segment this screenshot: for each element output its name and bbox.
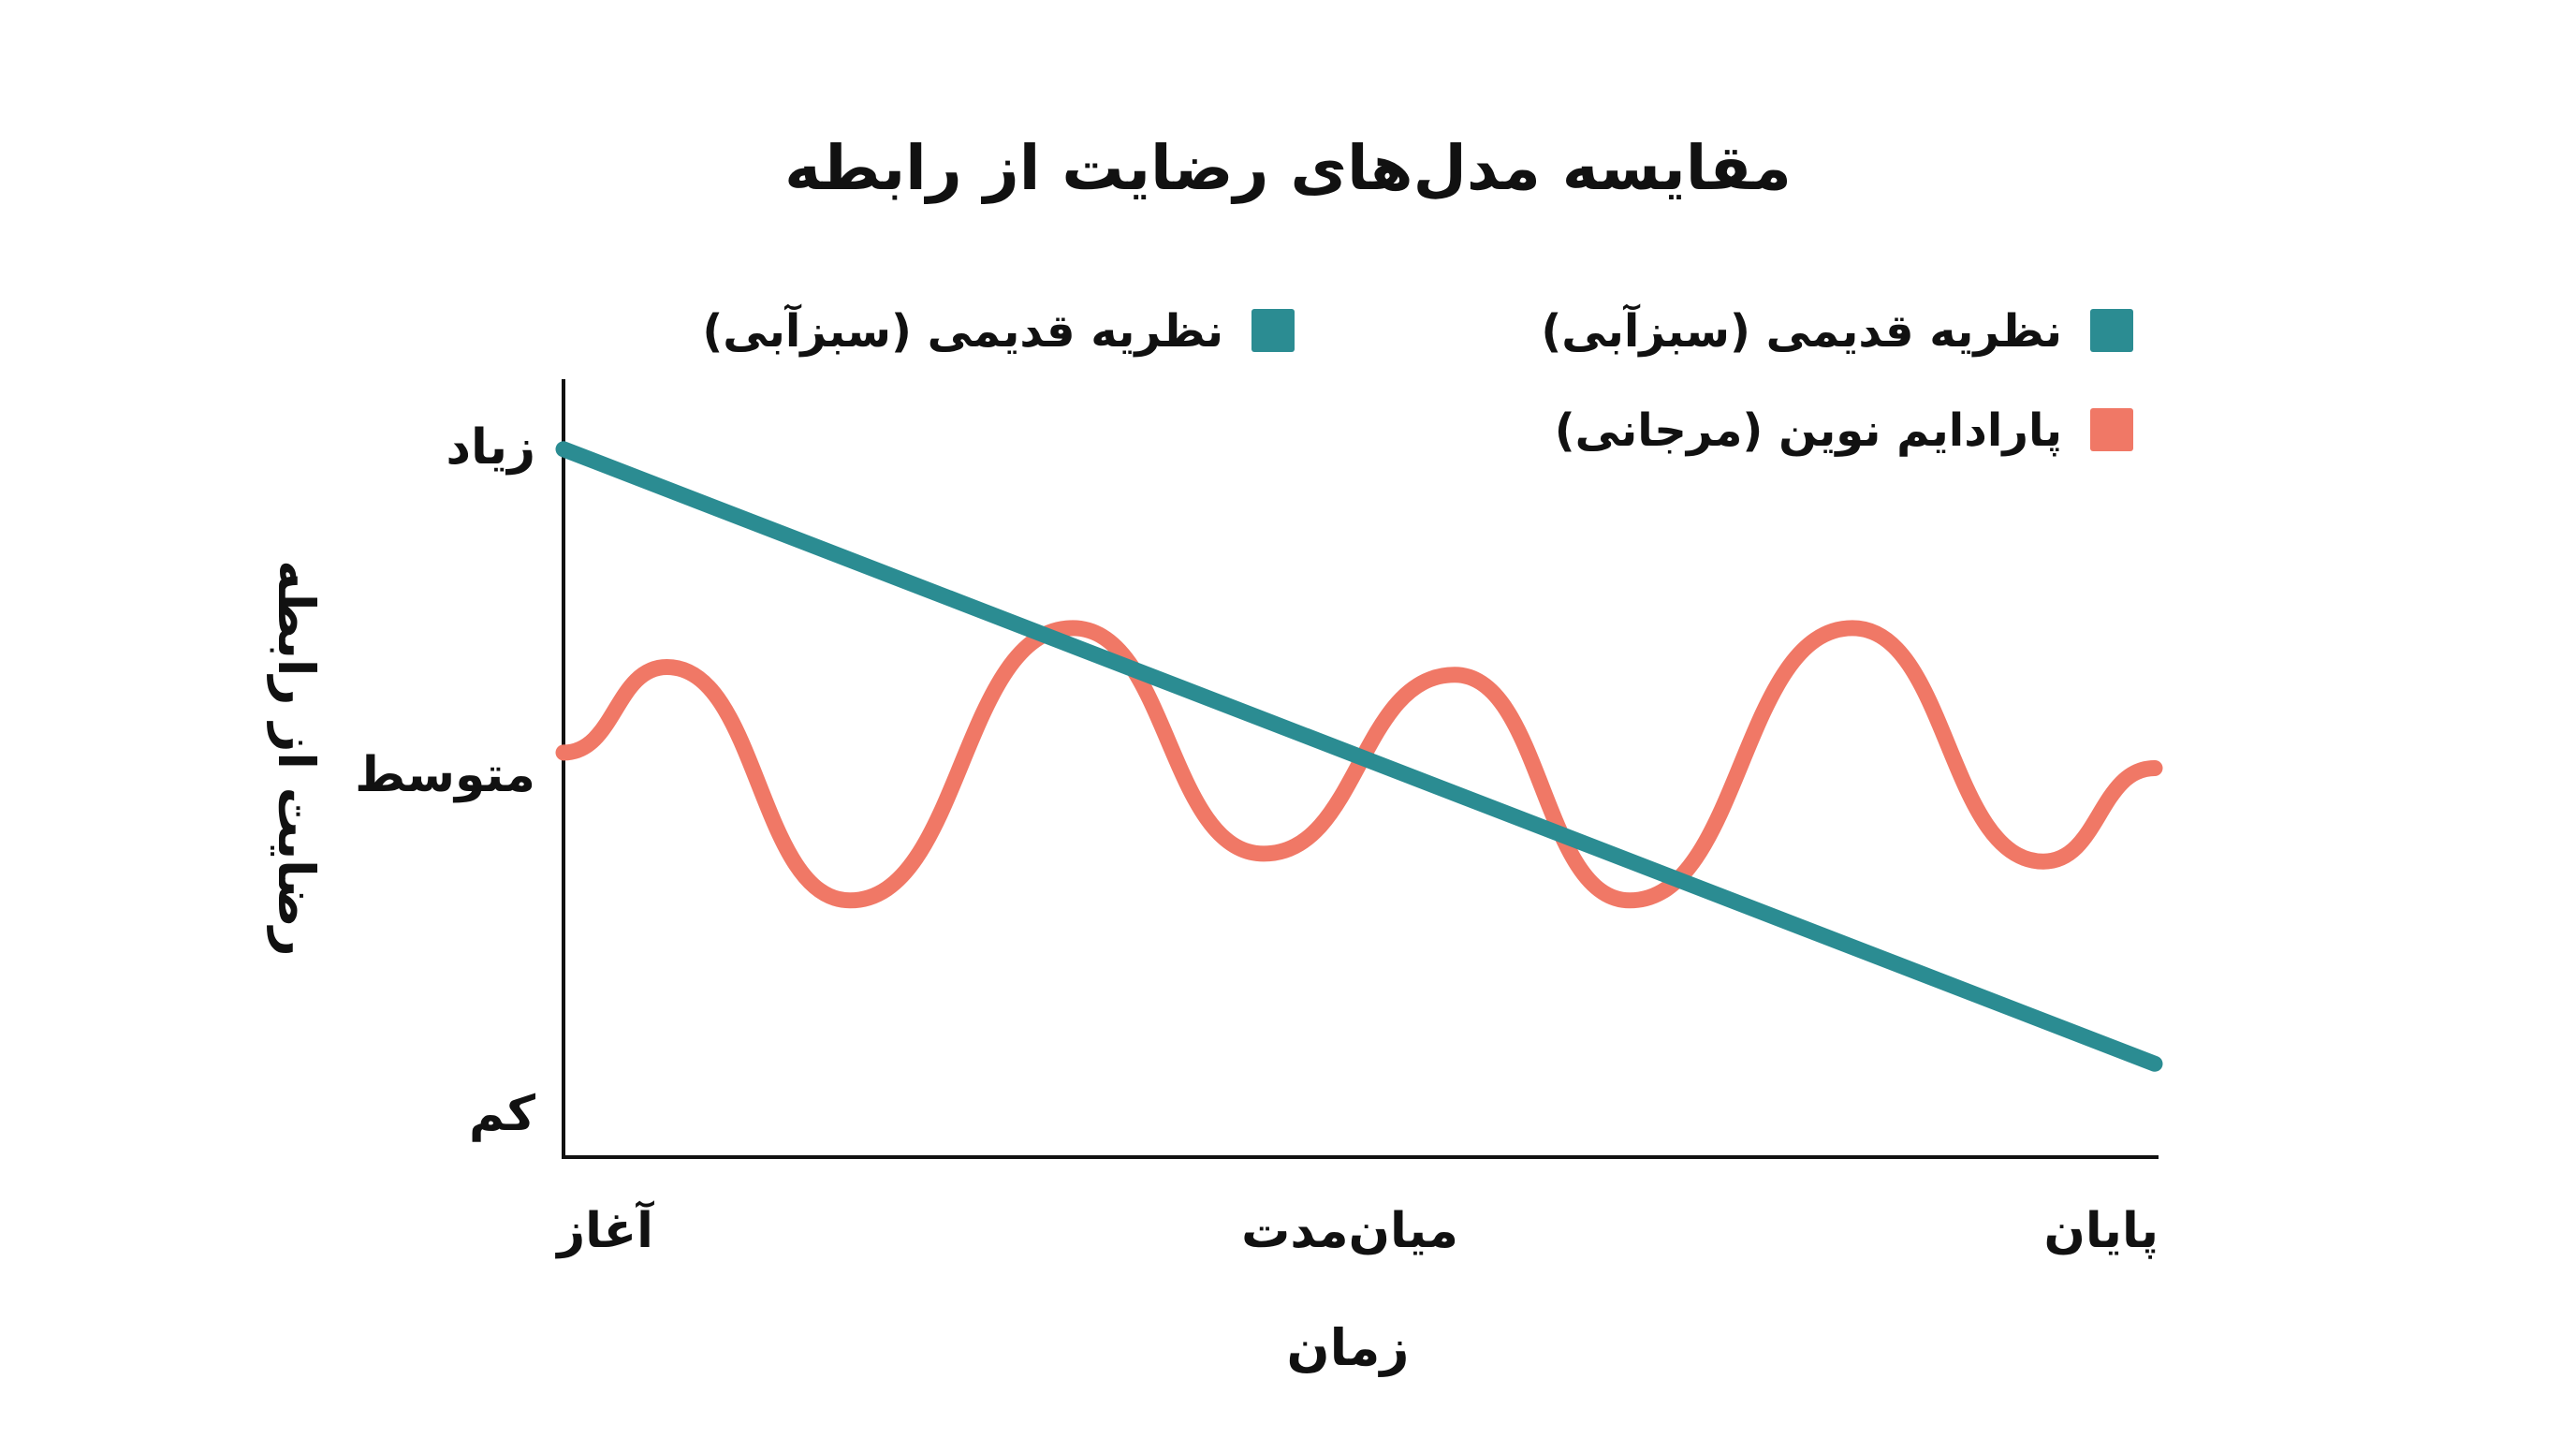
x-tick-middle: میان‌مدت xyxy=(1241,1203,1458,1259)
y-tick-high: زیاد xyxy=(446,419,535,476)
legend-swatch-1 xyxy=(2090,309,2133,352)
y-tick-medium: متوسط xyxy=(355,747,535,803)
legend-label-2: پارادایم نوین (مرجانی) xyxy=(1555,404,2062,457)
series-line-old-theory xyxy=(555,441,2163,1072)
legend-label-0: نظریه قدیمی (سبزآبی) xyxy=(702,303,1223,358)
legend-label-1: نظریه قدیمی (سبزآبی) xyxy=(1541,303,2062,358)
series-line-new-paradigm xyxy=(555,620,2163,909)
chart-title: مقایسه مدل‌های رضایت از رابطه xyxy=(784,132,1792,204)
x-tick-end: پایان xyxy=(2044,1203,2159,1259)
plot-area xyxy=(555,441,2163,1072)
legend: نظریه قدیمی (سبزآبی) نظریه قدیمی (سبزآبی… xyxy=(702,303,2133,457)
x-axis-label: زمان xyxy=(1287,1318,1410,1377)
x-tick-start: آغاز xyxy=(554,1200,654,1259)
y-tick-low: کم xyxy=(469,1086,536,1142)
legend-swatch-0 xyxy=(1251,309,1295,352)
legend-swatch-2 xyxy=(2090,408,2133,451)
y-axis-label: رضایت از رابطه xyxy=(267,560,326,956)
